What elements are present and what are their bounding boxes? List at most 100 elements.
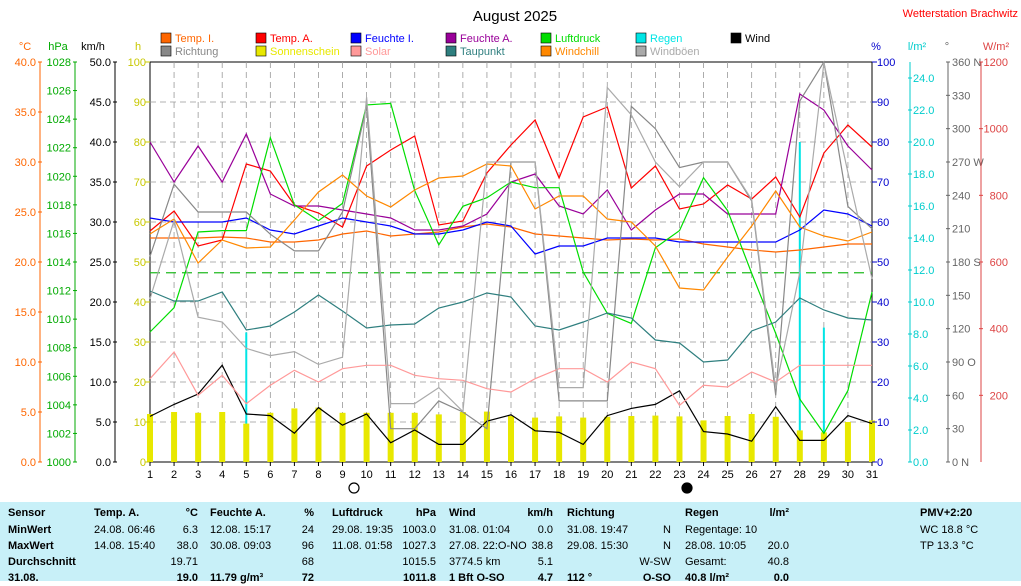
wind-stats-unit: km/h	[527, 507, 553, 519]
tick-label-direction: 210	[952, 224, 970, 236]
sunshine-bar	[291, 408, 298, 462]
sunshine-bar	[652, 415, 659, 462]
legend-label: Luftdruck	[555, 33, 601, 45]
series-temp-i-	[150, 223, 872, 253]
pressure-stats-unit: hPa	[415, 507, 436, 519]
tick-label-direction: 150	[952, 290, 970, 302]
direction-stats-label: 31.08. 19:47	[567, 524, 629, 536]
x-tick-label: 23	[673, 469, 685, 481]
legend-swatch	[255, 32, 267, 44]
tick-label-solar: 200	[990, 390, 1008, 402]
series-windchill	[149, 163, 873, 291]
tick-label-rain: 10.0	[913, 297, 934, 309]
x-tick-label: 4	[219, 469, 225, 481]
tick-label-wind: 35.0	[90, 177, 111, 189]
tick-label-sun: 40	[134, 297, 146, 309]
legend-swatch	[540, 32, 552, 44]
pressure-stats-label: 29.08. 19:35	[332, 524, 394, 536]
tick-label-solar: 1000	[984, 124, 1008, 136]
tick-label-humidity: 90	[877, 97, 889, 109]
x-tick-label: 16	[505, 469, 517, 481]
tick-label-pressure: 1008	[47, 343, 71, 355]
tick-label-wind: 25.0	[90, 257, 111, 269]
wind-stats-header: Wind	[449, 507, 476, 519]
sunshine-bar	[435, 414, 442, 462]
tick-label-pressure: 1002	[47, 428, 71, 440]
humidity-stats-unit: %	[304, 507, 314, 519]
dewpoint-value: TP 13.3 °C	[920, 540, 974, 552]
tick-label-pressure: 1012	[47, 286, 71, 298]
humidity-stats-label: 30.08. 09:03	[210, 540, 272, 552]
tick-label-pressure: 1004	[47, 400, 71, 412]
tick-label-humidity: 100	[877, 57, 895, 69]
legend-swatch	[160, 45, 172, 57]
pmv-column: PMV+2:20 WC 18.8 °C TP 13.3 °C	[880, 502, 1010, 581]
tick-label-direction: 330	[952, 90, 970, 102]
tick-label-direction: 270 W	[952, 157, 984, 169]
tick-label-wind: 40.0	[90, 137, 111, 149]
x-tick-label: 14	[457, 469, 469, 481]
x-tick-label: 29	[818, 469, 830, 481]
sensor-column: Sensor MinWert MaxWert Durchschnitt 31.0…	[8, 502, 88, 584]
tick-label-sun: 50	[134, 257, 146, 269]
tick-label-wind: 50.0	[90, 57, 111, 69]
sunshine-bar	[700, 420, 707, 462]
legend-label: Taupunkt	[460, 46, 505, 58]
chart: August 2025 Wetterstation Brachwitz Temp…	[15, 8, 1018, 494]
tick-label-pressure: 1000	[47, 457, 71, 469]
unit-label-sun: h	[135, 41, 141, 53]
humidity-stats-label: 11.79 g/m³	[210, 572, 264, 584]
legend-swatch	[445, 32, 457, 44]
wind-stats-value: 0.0	[537, 524, 553, 536]
tick-label-rain: 8.0	[913, 329, 928, 341]
tick-label-temp: 30.0	[15, 157, 36, 169]
x-tick-label: 12	[409, 469, 421, 481]
min-label: MinWert	[8, 524, 52, 536]
max-label: MaxWert	[8, 540, 54, 552]
tick-label-sun: 60	[134, 217, 146, 229]
tick-label-direction: 240	[952, 190, 970, 202]
axis-unit-labels: °C hPa km/h h% l/m² ° W/m²	[19, 41, 1010, 53]
tick-label-solar: 1200	[984, 57, 1008, 69]
tick-label-pressure: 1016	[47, 228, 71, 240]
tick-label-direction: 30	[952, 424, 964, 436]
rain-stats-label: 40.8 l/m²	[685, 572, 730, 584]
sunshine-bar	[580, 417, 587, 462]
tick-label-humidity: 30	[877, 337, 889, 349]
humidity-stats-label: 12.08. 15:17	[210, 524, 272, 536]
rain-stats-label: Regentage: 10	[685, 524, 758, 536]
tick-label-pressure: 1024	[47, 114, 71, 126]
rain-stats-value: 0.0	[773, 572, 789, 584]
temp-stats-value: 19.0	[176, 572, 198, 584]
tick-label-sun: 10	[134, 417, 146, 429]
direction-stats-label: 29.08. 15:30	[567, 540, 629, 552]
tick-label-humidity: 70	[877, 177, 889, 189]
sunshine-bar	[604, 416, 611, 462]
humidity-stats-value: 72	[301, 572, 314, 584]
avg-label: Durchschnitt	[8, 556, 76, 568]
temp-stats-label: 24.08. 06:46	[94, 524, 156, 536]
sunshine-bar	[339, 412, 346, 462]
x-tick-label: 20	[601, 469, 613, 481]
x-tick-label: 22	[649, 469, 661, 481]
tick-label-rain: 24.0	[913, 73, 934, 85]
direction-stats-value: N	[663, 524, 671, 536]
rain-stats-unit: l/m²	[769, 507, 789, 519]
tick-label-pressure: 1026	[47, 86, 71, 98]
rain-stats-label: 28.08. 10:05	[685, 540, 747, 552]
x-tick-label: 30	[842, 469, 854, 481]
tick-label-solar: 600	[990, 257, 1008, 269]
wind-stats-label: 27.08. 22:O-NO	[449, 540, 527, 552]
x-tick-label: 3	[195, 469, 201, 481]
x-tick-label: 15	[481, 469, 493, 481]
tick-label-sun: 20	[134, 377, 146, 389]
sunshine-bar	[844, 422, 851, 462]
pressure-stats-value: 1011.8	[402, 572, 436, 584]
series-windb-en	[149, 62, 873, 413]
tick-label-humidity: 20	[877, 377, 889, 389]
direction-stats-value: O-SO	[642, 572, 671, 584]
wind-stats-value: 38.8	[531, 540, 553, 552]
temp-stats-value: 38.0	[176, 540, 198, 552]
wind-stats-label: 31.08. 01:04	[449, 524, 511, 536]
x-tick-label: 17	[529, 469, 541, 481]
